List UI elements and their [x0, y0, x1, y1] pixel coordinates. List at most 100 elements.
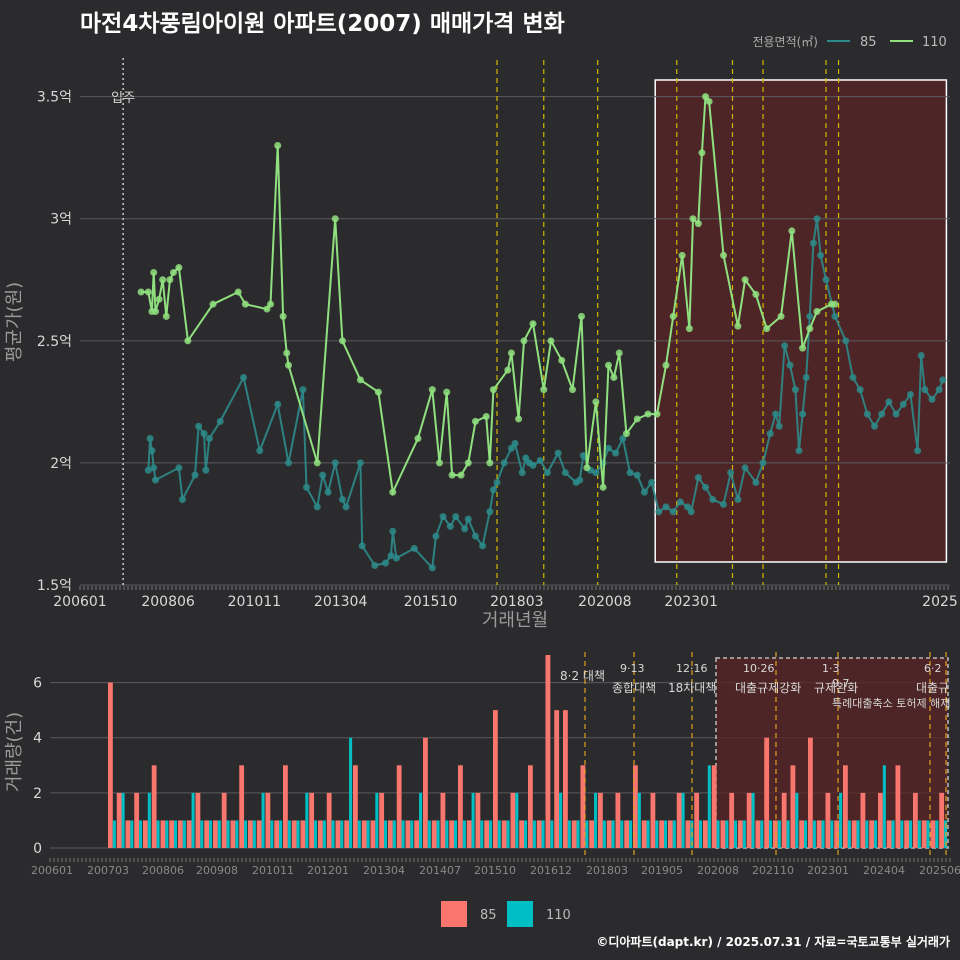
data-point-110 — [763, 325, 771, 333]
volume-bar-110 — [839, 792, 843, 848]
data-point-110 — [788, 227, 796, 235]
volume-bar-110 — [742, 820, 746, 848]
vol-x-tick-label: 201201 — [307, 864, 349, 877]
data-point-110 — [615, 349, 623, 357]
data-point-110 — [283, 349, 291, 357]
data-point-110 — [599, 483, 607, 491]
volume-bar-85 — [921, 820, 927, 848]
volume-bar-110 — [707, 765, 711, 848]
volume-bar-110 — [401, 820, 405, 848]
volume-bar-110 — [209, 820, 213, 848]
data-point-85 — [817, 251, 825, 259]
vol-y-tick-label: 6 — [33, 676, 42, 692]
data-point-110 — [799, 344, 807, 352]
data-point-85 — [543, 469, 551, 477]
volume-bar-85 — [291, 820, 297, 848]
volume-bar-110 — [322, 820, 326, 848]
volume-bar-85 — [405, 820, 411, 848]
x-tick-label: 201011 — [228, 594, 281, 610]
volume-bar-85 — [326, 792, 332, 848]
data-point-85 — [702, 483, 710, 491]
data-point-110 — [151, 308, 159, 316]
volume-bar-110 — [436, 820, 440, 848]
volume-bar-85 — [563, 710, 568, 848]
volume-bar-110 — [147, 792, 151, 848]
data-point-85 — [511, 439, 519, 447]
volume-bar-85 — [624, 820, 630, 848]
volume-bar-110 — [419, 792, 423, 848]
data-point-85 — [775, 422, 783, 430]
legend-label-85: 85 — [860, 35, 877, 50]
vol-legend-label-85: 85 — [480, 908, 497, 923]
volume-bar-85 — [169, 820, 175, 848]
data-point-85 — [302, 483, 310, 491]
data-point-85 — [662, 503, 670, 511]
data-point-85 — [885, 398, 893, 406]
vol-x-tick-label: 201905 — [641, 864, 683, 877]
volume-bar-85 — [746, 792, 752, 848]
volume-bar-85 — [694, 792, 700, 848]
data-point-85 — [939, 376, 947, 384]
volume-bar-110 — [882, 765, 886, 848]
volume-bar-110 — [681, 792, 685, 848]
data-point-85 — [446, 522, 454, 530]
policy-date: 10·26 — [743, 662, 775, 675]
data-point-110 — [457, 471, 465, 479]
volume-bar-110 — [331, 820, 335, 848]
data-point-85 — [144, 466, 152, 474]
data-point-110 — [720, 251, 728, 259]
data-point-85 — [195, 422, 203, 430]
volume-bar-85 — [361, 820, 367, 848]
volume-bar-110 — [646, 820, 650, 848]
volume-bar-110 — [559, 792, 563, 848]
legend-title: 전용면적(㎡) — [752, 35, 818, 49]
data-point-85 — [633, 471, 641, 479]
volume-bar-110 — [445, 820, 449, 848]
data-point-110 — [685, 325, 693, 333]
volume-bar-85 — [808, 737, 813, 848]
legend-label-110: 110 — [922, 35, 947, 50]
data-point-85 — [200, 430, 208, 438]
data-point-85 — [720, 500, 728, 508]
volume-bar-85 — [151, 765, 157, 848]
data-point-85 — [358, 542, 366, 550]
volume-bar-85 — [711, 765, 717, 848]
volume-bar-110 — [734, 820, 738, 848]
vol-x-tick-label: 201407 — [419, 864, 461, 877]
data-point-85 — [842, 337, 850, 345]
x-tick-label: 202008 — [578, 594, 631, 610]
data-point-85 — [387, 552, 395, 560]
volume-bar-85 — [816, 820, 822, 848]
volume-bar-110 — [804, 820, 808, 848]
data-point-85 — [216, 417, 224, 425]
data-point-110 — [806, 325, 814, 333]
volume-bar-85 — [440, 792, 446, 848]
data-point-110 — [464, 459, 472, 467]
data-point-85 — [791, 386, 799, 394]
volume-bar-85 — [781, 792, 787, 848]
volume-bar-110 — [795, 792, 799, 848]
data-point-110 — [694, 220, 702, 228]
vol-legend-label-110: 110 — [546, 908, 571, 923]
volume-bar-85 — [895, 765, 901, 848]
data-point-85 — [471, 532, 479, 540]
data-point-110 — [592, 398, 600, 406]
volume-bar-85 — [143, 820, 148, 848]
volume-bar-85 — [633, 765, 638, 848]
volume-bar-85 — [668, 820, 673, 848]
volume-bar-110 — [629, 820, 633, 848]
volume-bar-85 — [353, 765, 358, 848]
data-point-85 — [579, 452, 587, 460]
data-point-85 — [612, 449, 620, 457]
volume-bar-110 — [611, 820, 615, 848]
volume-bar-85 — [300, 820, 306, 848]
data-point-85 — [766, 430, 774, 438]
data-point-85 — [338, 496, 346, 504]
data-point-85 — [319, 471, 327, 479]
volume-bar-85 — [729, 792, 735, 848]
data-point-85 — [831, 312, 839, 320]
data-point-85 — [809, 239, 817, 247]
data-point-85 — [205, 434, 213, 442]
data-point-85 — [256, 447, 264, 455]
volume-bar-85 — [860, 792, 866, 848]
